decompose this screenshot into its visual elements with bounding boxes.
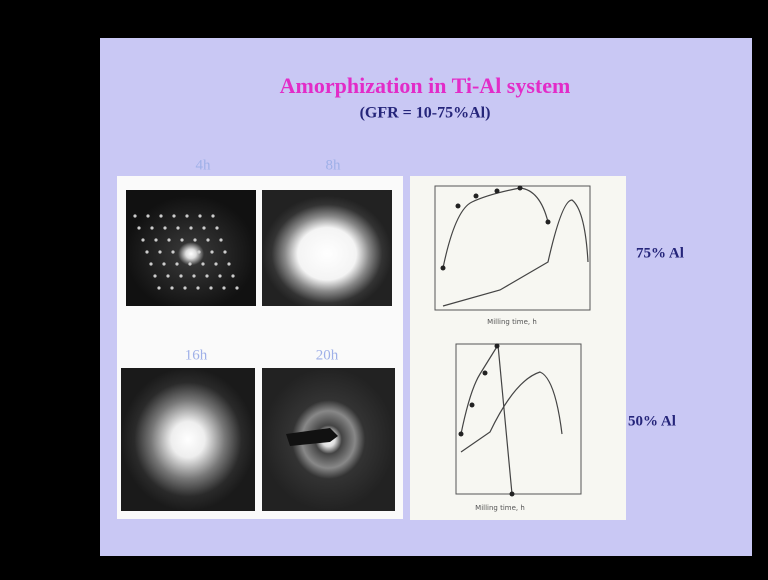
spot (192, 274, 195, 277)
spot (146, 214, 149, 217)
spot (223, 250, 226, 253)
spot (235, 286, 238, 289)
spot (183, 286, 186, 289)
spot (188, 262, 191, 265)
screen: Amorphization in Ti-Al system (GFR = 10-… (0, 0, 768, 580)
graph-label: 50% Al (628, 413, 676, 429)
spot (205, 274, 208, 277)
spot (227, 262, 230, 265)
spot (189, 226, 192, 229)
spot (179, 274, 182, 277)
graph-x-label: Milling time, h (487, 318, 537, 326)
spot (157, 286, 160, 289)
graph-label: 75% Al (636, 245, 684, 261)
spot (153, 274, 156, 277)
image-label: 16h (185, 347, 208, 363)
image-label: 4h (196, 157, 212, 173)
spot (214, 262, 217, 265)
spot (150, 226, 153, 229)
spot (215, 226, 218, 229)
graph-x-label: Milling time, h (475, 504, 525, 512)
spot (141, 238, 144, 241)
spot (209, 286, 212, 289)
spot (176, 226, 179, 229)
spot (175, 262, 178, 265)
spot (231, 274, 234, 277)
spot (159, 214, 162, 217)
spot (180, 238, 183, 241)
spot (145, 250, 148, 253)
spot (197, 250, 200, 253)
spot (198, 214, 201, 217)
slide-title: Amorphization in Ti-Al system (280, 73, 571, 98)
spot (162, 262, 165, 265)
image-label: 20h (316, 347, 339, 363)
spot (211, 214, 214, 217)
spot (201, 262, 204, 265)
spot (193, 238, 196, 241)
spot (202, 226, 205, 229)
spot (196, 286, 199, 289)
image-label: 8h (326, 157, 342, 173)
slide-subtitle: (GFR = 10-75%Al) (360, 105, 491, 122)
spot (172, 214, 175, 217)
spot (171, 250, 174, 253)
graph-panel (410, 176, 626, 520)
spot (222, 286, 225, 289)
diffraction-image (262, 190, 392, 306)
spot (167, 238, 170, 241)
spot (137, 226, 140, 229)
spot (166, 274, 169, 277)
spot (185, 214, 188, 217)
diffraction-image (121, 368, 255, 511)
spot (158, 250, 161, 253)
spot (210, 250, 213, 253)
spot (133, 214, 136, 217)
spot (218, 274, 221, 277)
spot (149, 262, 152, 265)
spot (170, 286, 173, 289)
spot (219, 238, 222, 241)
spot (154, 238, 157, 241)
spot (206, 238, 209, 241)
spot (163, 226, 166, 229)
